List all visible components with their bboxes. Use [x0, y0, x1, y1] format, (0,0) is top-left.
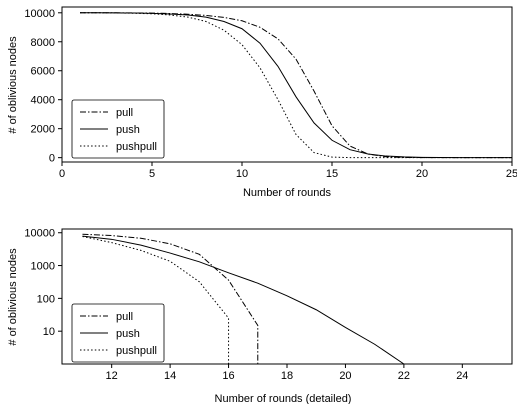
x-tick-label: 12 — [106, 370, 118, 382]
legend-label-pull: pull — [116, 311, 133, 323]
series-line-pushpull — [82, 235, 230, 364]
x-tick-label: 24 — [456, 370, 468, 382]
top-x-axis-label: Number of rounds — [243, 187, 332, 199]
x-tick-label: 15 — [326, 168, 338, 180]
legend-label-pull: pull — [116, 107, 133, 119]
y-tick-label: 100 — [37, 293, 55, 305]
legend-label-push: push — [116, 328, 140, 340]
bottom-y-ticks: 10 100 1000 10000 — [24, 228, 62, 338]
legend-label-pushpull: pushpull — [116, 345, 157, 357]
bottom-y-axis-label: # of oblivious nodes — [7, 248, 19, 346]
x-tick-label: 25 — [506, 168, 517, 180]
top-y-axis-label: # of oblivious nodes — [7, 36, 19, 134]
y-tick-label: 10000 — [24, 8, 55, 20]
x-tick-label: 18 — [281, 370, 293, 382]
x-tick-label: 22 — [398, 370, 410, 382]
y-tick-label: 0 — [49, 153, 55, 165]
series-line-push — [82, 235, 405, 365]
top-series — [80, 12, 512, 159]
top-chart: 0 5 10 15 20 25 0 2000 4000 6000 8000 10000 Number… — [7, 6, 517, 199]
y-tick-label: 2000 — [31, 124, 55, 136]
bottom-chart: 12 14 16 18 20 22 24 10 100 1000 10000 Number of … — [7, 228, 513, 404]
x-tick-label: 10 — [236, 168, 248, 180]
series-line-pull — [82, 233, 259, 364]
top-legend-box — [71, 99, 165, 159]
y-tick-label: 10 — [43, 326, 55, 338]
series-line-pushpull — [80, 12, 512, 159]
y-tick-label: 1000 — [31, 261, 55, 273]
top-x-ticks: 0 5 10 15 20 25 — [59, 162, 517, 180]
legend-label-push: push — [116, 124, 140, 136]
bottom-legend: pull push pushpull — [71, 303, 165, 363]
y-tick-label: 8000 — [31, 37, 55, 49]
y-tick-label: 6000 — [31, 66, 55, 78]
x-tick-label: 20 — [339, 370, 351, 382]
bottom-x-axis-label: Number of rounds (detailed) — [215, 393, 352, 404]
top-legend: pull push pushpull — [71, 99, 165, 159]
top-y-ticks: 0 2000 4000 6000 8000 10000 — [24, 8, 62, 165]
bottom-series — [82, 233, 405, 365]
y-tick-label: 10000 — [24, 228, 55, 240]
bottom-x-ticks: 12 14 16 18 20 22 24 — [106, 364, 468, 382]
top-plot-frame — [61, 6, 513, 163]
x-tick-label: 20 — [416, 168, 428, 180]
legend-label-pushpull: pushpull — [116, 141, 157, 153]
x-tick-label: 16 — [222, 370, 234, 382]
bottom-legend-box — [71, 303, 165, 363]
y-tick-label: 4000 — [31, 95, 55, 107]
x-tick-label: 5 — [149, 168, 155, 180]
x-tick-label: 14 — [164, 370, 176, 382]
x-tick-label: 0 — [59, 168, 65, 180]
